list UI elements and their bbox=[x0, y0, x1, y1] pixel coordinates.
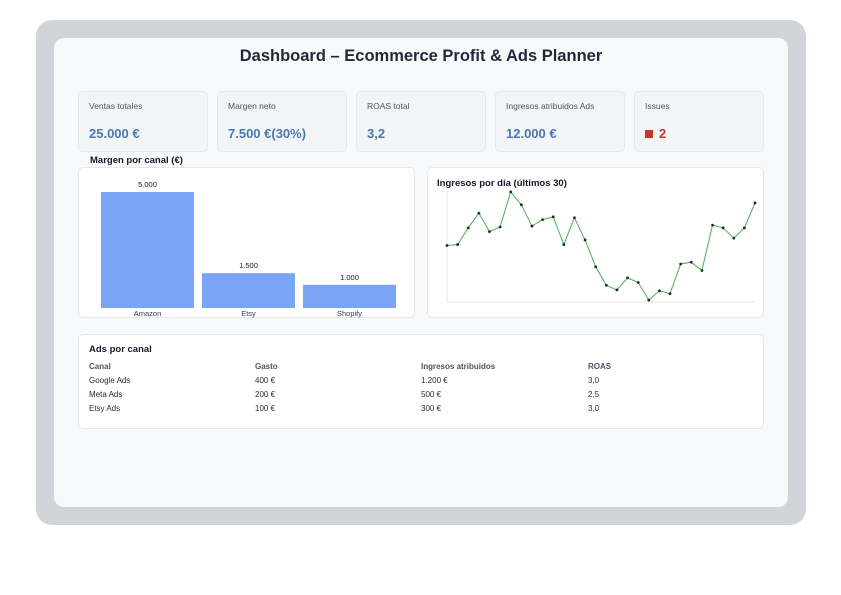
kpi-label: Issues bbox=[645, 101, 670, 111]
data-point bbox=[488, 230, 491, 234]
bar-chart-panel: 5.000 Amazon 1.500 Etsy 1.000 Shopify bbox=[78, 167, 415, 318]
data-point bbox=[477, 211, 481, 215]
bar-shopify bbox=[303, 284, 396, 308]
table-cell: Meta Ads bbox=[89, 389, 123, 399]
table-header-row: Canal Gasto Ingresos atribuidos ROAS bbox=[89, 359, 755, 373]
table-cell: 200 € bbox=[255, 389, 276, 399]
line-chart-title: Ingresos por día (últimos 30) bbox=[437, 178, 567, 189]
column-header: Canal bbox=[89, 361, 111, 371]
kpi-value: 2 bbox=[645, 126, 666, 141]
table-cell: 100 € bbox=[255, 403, 276, 413]
kpi-value: 25.000 € bbox=[89, 126, 140, 141]
bar-category-label: Etsy bbox=[241, 309, 256, 318]
data-point bbox=[456, 243, 460, 246]
data-point bbox=[562, 243, 566, 246]
data-point bbox=[689, 260, 693, 264]
data-point bbox=[721, 226, 725, 230]
column-header: ROAS bbox=[588, 361, 612, 371]
ads-table: Canal Gasto Ingresos atribuidos ROAS Goo… bbox=[89, 359, 755, 415]
series-line bbox=[446, 190, 756, 301]
kpi-label: Ventas totales bbox=[89, 101, 143, 111]
data-point bbox=[742, 226, 746, 230]
data-point bbox=[498, 225, 502, 229]
issues-count: 2 bbox=[659, 126, 667, 141]
table-cell: 3,0 bbox=[588, 375, 600, 385]
column-header: Gasto bbox=[255, 361, 278, 371]
kpi-value: 12.000 € bbox=[506, 126, 557, 141]
bar-value-label: 5.000 bbox=[138, 180, 157, 189]
table-cell: 3,0 bbox=[588, 403, 600, 413]
bar-chart: 5.000 Amazon 1.500 Etsy 1.000 Shopify bbox=[101, 180, 396, 318]
bar-category-label: Shopify bbox=[337, 309, 362, 318]
table-cell: Etsy Ads bbox=[89, 403, 121, 413]
data-point bbox=[679, 262, 683, 266]
bar-chart-title: Margen por canal (€) bbox=[90, 155, 183, 166]
kpi-roas-total: ROAS total 3,2 bbox=[356, 91, 486, 152]
data-point bbox=[604, 283, 608, 287]
bar-amazon bbox=[101, 192, 194, 308]
kpi-label: Ingresos atribuidos Ads bbox=[506, 101, 595, 111]
kpi-issues[interactable]: Issues 2 bbox=[634, 91, 764, 152]
table-cell: 2,5 bbox=[588, 389, 600, 399]
line-chart bbox=[445, 190, 757, 303]
data-point bbox=[700, 269, 704, 272]
kpi-ventas-totales: Ventas totales 25.000 € bbox=[78, 91, 208, 152]
page-title: Dashboard – Ecommerce Profit & Ads Plann… bbox=[239, 47, 603, 65]
data-point bbox=[445, 244, 449, 247]
data-point bbox=[519, 203, 523, 207]
column-header: Ingresos atribuidos bbox=[421, 361, 496, 371]
kpi-label: ROAS total bbox=[367, 101, 410, 111]
line-chart-panel: Ingresos por día (últimos 30) bbox=[427, 167, 764, 318]
issue-square-icon bbox=[645, 129, 653, 138]
data-point bbox=[626, 276, 629, 280]
data-point bbox=[658, 289, 661, 293]
data-point bbox=[615, 288, 619, 292]
kpi-margen-neto: Margen neto 7.500 €(30%) bbox=[217, 91, 347, 152]
kpi-ingresos-ads: Ingresos atribuidos Ads 12.000 € bbox=[495, 91, 625, 152]
data-point bbox=[711, 223, 714, 227]
table-row: Etsy Ads 100 € 300 € 3,0 bbox=[89, 401, 755, 415]
data-point bbox=[541, 218, 544, 221]
data-point bbox=[583, 238, 587, 242]
data-point bbox=[636, 281, 640, 284]
data-point bbox=[530, 224, 534, 228]
data-point bbox=[573, 216, 576, 220]
data-point bbox=[509, 190, 513, 194]
table-row: Meta Ads 200 € 500 € 2,5 bbox=[89, 387, 755, 401]
data-point bbox=[753, 201, 757, 205]
table-row: Google Ads 400 € 1.200 € 3,0 bbox=[89, 373, 755, 387]
bar-value-label: 1.500 bbox=[239, 261, 258, 270]
table-cell: 300 € bbox=[421, 403, 442, 413]
dashboard-card: Dashboard – Ecommerce Profit & Ads Plann… bbox=[54, 38, 788, 507]
data-point bbox=[551, 215, 555, 219]
data-point bbox=[647, 298, 651, 302]
table-cell: 1.200 € bbox=[421, 375, 448, 385]
table-cell: Google Ads bbox=[89, 375, 131, 385]
kpi-label: Margen neto bbox=[228, 101, 276, 111]
ads-table-title: Ads por canal bbox=[89, 344, 152, 355]
kpi-value: 7.500 €(30%) bbox=[228, 126, 307, 141]
data-point bbox=[466, 226, 470, 230]
data-point bbox=[668, 292, 672, 295]
ads-table-panel: Ads por canal Canal Gasto Ingresos atrib… bbox=[78, 334, 764, 429]
data-point bbox=[732, 236, 736, 240]
bar-etsy bbox=[202, 273, 295, 308]
bar-category-label: Amazon bbox=[134, 309, 162, 318]
kpi-value: 3,2 bbox=[367, 126, 386, 141]
bar-value-label: 1.000 bbox=[340, 273, 359, 282]
table-cell: 500 € bbox=[421, 389, 442, 399]
data-point bbox=[594, 265, 598, 269]
table-cell: 400 € bbox=[255, 375, 276, 385]
